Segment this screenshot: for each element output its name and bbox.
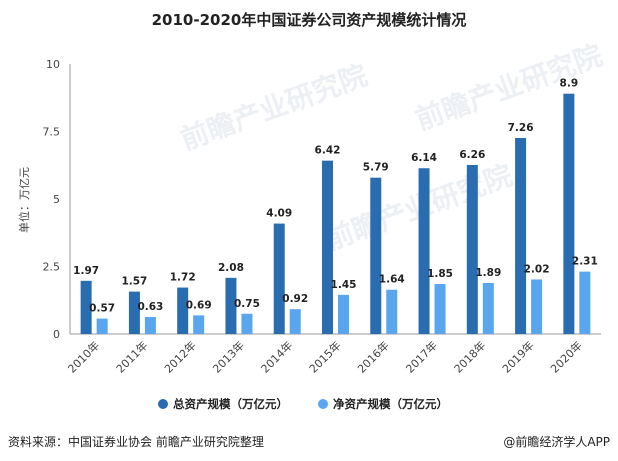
chart-title: 2010-2020年中国证券公司资产规模统计情况 — [152, 11, 467, 29]
source-note: 资料来源：中国证券业协会 前瞻产业研究院整理 — [8, 434, 264, 449]
data-label-total: 5.79 — [363, 162, 389, 174]
data-label-total: 1.57 — [121, 276, 147, 288]
data-label-net: 0.92 — [282, 293, 308, 305]
value-labels: 1.97 0.57 1.57 0.63 1.72 0.69 2.08 0.75 4.09 0.92… — [73, 78, 598, 315]
bar-net-assets — [338, 294, 349, 334]
bar-total-assets — [128, 291, 140, 334]
data-label-total: 6.14 — [411, 152, 437, 164]
brand-note: @前瞻经济学人APP — [503, 434, 610, 449]
bar-net-assets — [289, 309, 301, 334]
watermark-1: 前瞻产业研究院 — [176, 59, 371, 157]
data-label-net: 1.45 — [331, 279, 357, 291]
data-label-net: 2.31 — [572, 256, 598, 268]
bar-net-assets — [482, 282, 494, 334]
bar-net-assets — [241, 313, 253, 334]
y-axis-label: 单位：万亿元 — [17, 167, 31, 233]
x-tick-label: 2016年 — [354, 338, 391, 375]
x-tick-label: 2013年 — [210, 338, 247, 375]
y-tick-label: 10 — [46, 58, 60, 71]
bar-net-assets — [386, 289, 398, 334]
bar-total-assets — [80, 280, 92, 334]
bar-total-assets — [563, 93, 575, 334]
data-label-net: 1.89 — [475, 267, 501, 279]
data-label-total: 7.26 — [508, 122, 534, 134]
data-label-total: 6.26 — [459, 149, 485, 161]
x-tick-label: 2012年 — [161, 338, 198, 375]
data-label-net: 1.64 — [379, 274, 405, 286]
bar-total-assets — [515, 137, 527, 334]
x-tick-label: 2011年 — [113, 338, 150, 375]
bar-total-assets — [273, 223, 285, 334]
x-tick-label: 2018年 — [451, 338, 488, 375]
bar-total-assets — [225, 277, 237, 334]
bar-net-assets — [96, 318, 108, 334]
bar-net-assets — [531, 279, 543, 334]
legend-label-net: 净资产规模（万亿元） — [333, 397, 448, 411]
y-tick-label: 0 — [53, 328, 60, 341]
data-label-total: 2.08 — [218, 262, 244, 274]
x-tick-label: 2014年 — [258, 338, 295, 375]
x-tick-label: 2019年 — [499, 338, 536, 375]
x-tick-label: 2017年 — [403, 338, 440, 375]
data-label-total: 6.42 — [315, 145, 341, 157]
legend: 总资产规模（万亿元） 净资产规模（万亿元） — [158, 397, 448, 411]
legend-label-total: 总资产规模（万亿元） — [173, 397, 288, 411]
bars — [80, 93, 591, 334]
y-tick-label: 5 — [53, 193, 60, 206]
data-label-net: 0.75 — [234, 298, 260, 310]
data-label-net: 1.85 — [427, 268, 453, 280]
x-tick-label: 2015年 — [306, 338, 343, 375]
x-tick-label: 2020年 — [548, 338, 585, 375]
bar-net-assets — [144, 316, 156, 334]
bar-total-assets — [177, 287, 189, 334]
bar-total-assets — [322, 160, 333, 334]
data-label-net: 0.69 — [186, 299, 212, 311]
legend-marker-net — [318, 399, 328, 409]
y-tick-label: 7.5 — [43, 126, 61, 139]
bar-total-assets — [418, 168, 430, 334]
y-tick-label: 2.5 — [43, 261, 61, 274]
bar-total-assets — [466, 164, 478, 334]
data-label-net: 2.02 — [524, 263, 550, 275]
data-label-net: 0.63 — [137, 301, 163, 313]
data-label-total: 1.72 — [170, 272, 196, 284]
x-tick-label: 2010年 — [65, 338, 102, 375]
data-label-total: 1.97 — [73, 265, 99, 277]
data-label-net: 0.57 — [89, 303, 115, 315]
bar-total-assets — [370, 177, 382, 334]
bar-net-assets — [434, 284, 446, 334]
bar-net-assets — [579, 271, 591, 334]
legend-marker-total — [158, 399, 168, 409]
bar-net-assets — [193, 315, 205, 334]
data-label-total: 4.09 — [266, 208, 292, 220]
data-label-total: 8.9 — [560, 78, 579, 90]
